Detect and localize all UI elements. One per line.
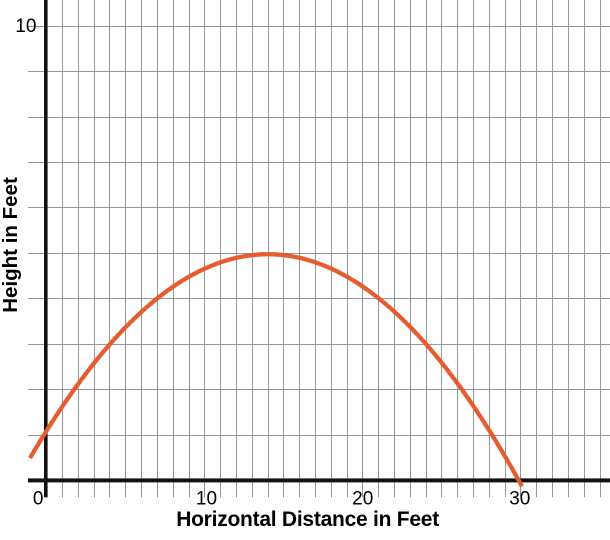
svg-text:10: 10: [15, 16, 36, 37]
svg-text:Height in Feet: Height in Feet: [0, 177, 22, 313]
svg-text:Horizontal Distance in Feet: Horizontal Distance in Feet: [176, 508, 439, 531]
svg-text:10: 10: [196, 489, 217, 510]
svg-text:0: 0: [33, 489, 44, 510]
svg-text:20: 20: [352, 489, 373, 510]
svg-text:30: 30: [509, 489, 530, 510]
